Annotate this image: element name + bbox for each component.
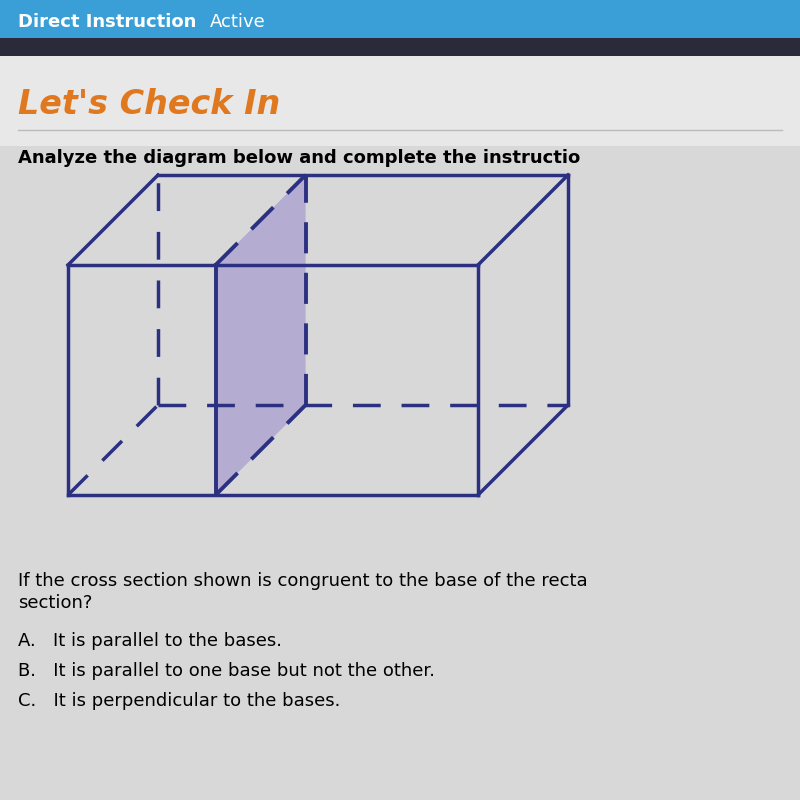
Text: B.   It is parallel to one base but not the other.: B. It is parallel to one base but not th… — [18, 662, 435, 680]
Bar — [0, 56, 800, 146]
Text: Analyze the diagram below and complete the instructio: Analyze the diagram below and complete t… — [18, 149, 580, 167]
Bar — [0, 0, 800, 38]
Text: Direct Instruction: Direct Instruction — [18, 13, 196, 31]
Text: A.   It is parallel to the bases.: A. It is parallel to the bases. — [18, 632, 282, 650]
Bar — [0, 38, 800, 56]
Text: Active: Active — [210, 13, 266, 31]
Text: Let's Check In: Let's Check In — [18, 89, 280, 122]
Polygon shape — [216, 175, 306, 495]
Text: section?: section? — [18, 594, 92, 612]
Text: C.   It is perpendicular to the bases.: C. It is perpendicular to the bases. — [18, 692, 340, 710]
Text: If the cross section shown is congruent to the base of the recta: If the cross section shown is congruent … — [18, 572, 588, 590]
